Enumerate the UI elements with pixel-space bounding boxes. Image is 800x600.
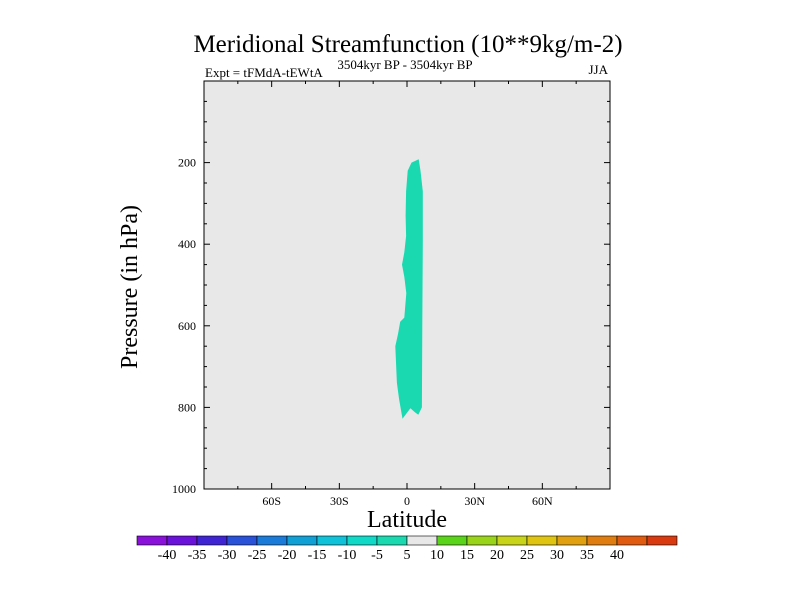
colorbar-swatch bbox=[496, 535, 528, 546]
colorbar-swatch bbox=[586, 535, 618, 546]
colorbar-swatch bbox=[226, 535, 258, 546]
colorbar-swatch bbox=[136, 535, 168, 546]
contour-layer bbox=[395, 159, 423, 419]
colorbar-label: -30 bbox=[218, 548, 237, 563]
colorbar-swatch bbox=[406, 535, 438, 546]
x-tick-label: 60S bbox=[262, 494, 281, 508]
colorbar bbox=[136, 535, 678, 546]
colorbar-label: 25 bbox=[520, 548, 534, 563]
colorbar-swatch bbox=[256, 535, 288, 546]
x-tick-label: 0 bbox=[404, 494, 410, 508]
period-label: 3504kyr BP - 3504kyr BP bbox=[337, 57, 472, 72]
colorbar-swatch bbox=[526, 535, 558, 546]
colorbar-label: 40 bbox=[610, 548, 624, 563]
colorbar-swatch bbox=[646, 535, 678, 546]
colorbar-label: 20 bbox=[490, 548, 504, 563]
colorbar-label: -10 bbox=[338, 548, 357, 563]
x-tick-labels: 60S 30S 0 30N 60N bbox=[262, 494, 553, 508]
colorbar-swatch bbox=[286, 535, 318, 546]
x-tick-label: 60N bbox=[532, 494, 553, 508]
colorbar-swatch bbox=[316, 535, 348, 546]
colorbar-swatch bbox=[466, 535, 498, 546]
colorbar-swatch bbox=[616, 535, 648, 546]
x-tick-label: 30S bbox=[330, 494, 349, 508]
colorbar-swatch bbox=[196, 535, 228, 546]
y-tick-label: 200 bbox=[178, 156, 196, 170]
y-tick-labels: 200 400 600 800 1000 bbox=[172, 156, 196, 496]
colorbar-swatch bbox=[166, 535, 198, 546]
y-tick-label: 800 bbox=[178, 400, 196, 414]
colorbar-label: 30 bbox=[550, 548, 564, 563]
y-tick-label: 1000 bbox=[172, 482, 196, 496]
y-tick-label: 600 bbox=[178, 319, 196, 333]
y-tick-label: 400 bbox=[178, 237, 196, 251]
season-label: JJA bbox=[588, 62, 608, 77]
colorbar-label: -40 bbox=[158, 548, 177, 563]
plot-frame bbox=[203, 80, 611, 490]
x-tick-label: 30N bbox=[464, 494, 485, 508]
colorbar-swatch bbox=[556, 535, 588, 546]
colorbar-label: -25 bbox=[248, 548, 267, 563]
colorbar-swatch bbox=[346, 535, 378, 546]
colorbar-labels: -40 -35 -30 -25 -20 -15 -10 -5 5 10 15 20 25 30 35 40 bbox=[158, 548, 624, 563]
colorbar-swatch bbox=[376, 535, 408, 546]
colorbar-label: -15 bbox=[308, 548, 327, 563]
colorbar-label: 5 bbox=[404, 548, 411, 563]
colorbar-label: -35 bbox=[188, 548, 207, 563]
colorbar-label: 35 bbox=[580, 548, 594, 563]
contour-region-positive-cell bbox=[395, 159, 423, 419]
colorbar-label: -20 bbox=[278, 548, 297, 563]
colorbar-label: 10 bbox=[430, 548, 444, 563]
chart-title: Meridional Streamfunction (10**9kg/m-2) bbox=[193, 31, 622, 58]
colorbar-swatch bbox=[436, 535, 468, 546]
y-axis-label: Pressure (in hPa) bbox=[117, 205, 143, 369]
experiment-label: Expt = tFMdA-tEWtA bbox=[205, 65, 323, 80]
x-axis-label: Latitude bbox=[367, 507, 447, 533]
colorbar-label: -5 bbox=[371, 548, 383, 563]
colorbar-label: 15 bbox=[460, 548, 474, 563]
